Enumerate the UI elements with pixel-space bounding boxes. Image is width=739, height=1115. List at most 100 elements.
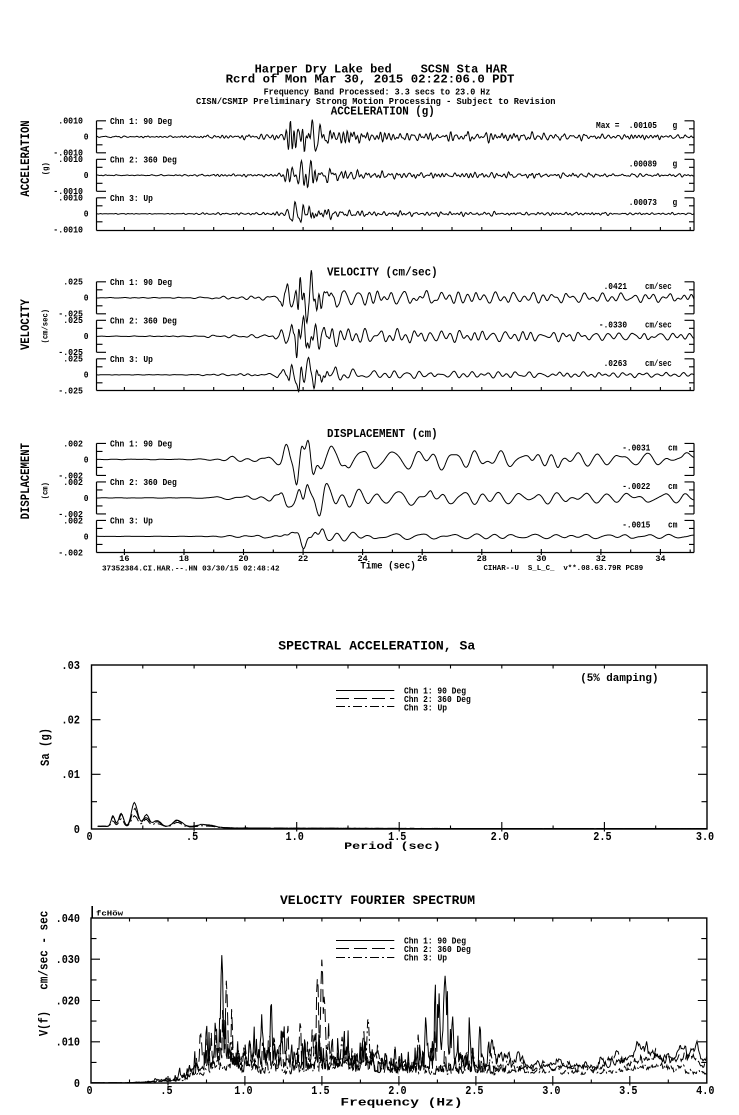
svg-text:.00073: .00073 bbox=[629, 198, 657, 208]
svg-text:.025: .025 bbox=[63, 316, 83, 326]
svg-text:0: 0 bbox=[84, 294, 89, 304]
svg-text:-.0015: -.0015 bbox=[622, 520, 650, 530]
svg-text:-.025: -.025 bbox=[58, 310, 83, 320]
svg-text:-.002: -.002 bbox=[58, 510, 83, 520]
svg-text:.00089: .00089 bbox=[629, 159, 657, 169]
svg-text:.002: .002 bbox=[63, 478, 83, 488]
svg-text:g: g bbox=[673, 159, 678, 169]
svg-text:2.0: 2.0 bbox=[388, 1084, 406, 1098]
svg-text:Chn 3: Up: Chn 3: Up bbox=[110, 516, 153, 526]
svg-text:Chn 2: 360 Deg: Chn 2: 360 Deg bbox=[110, 155, 177, 165]
svg-text:Chn 3: Up: Chn 3: Up bbox=[404, 954, 447, 964]
svg-text:0: 0 bbox=[74, 823, 80, 837]
svg-text:Chn 1: 90 Deg: Chn 1: 90 Deg bbox=[110, 278, 172, 288]
svg-text:16: 16 bbox=[119, 554, 129, 564]
svg-text:ACCELERATION (g): ACCELERATION (g) bbox=[331, 105, 435, 118]
svg-text:VELOCITY FOURIER SPECTRUM: VELOCITY FOURIER SPECTRUM bbox=[280, 894, 475, 908]
svg-text:.0010: .0010 bbox=[58, 155, 83, 165]
svg-text:ACCELERATION: ACCELERATION bbox=[19, 120, 33, 196]
svg-text:22: 22 bbox=[298, 554, 308, 564]
svg-text:24: 24 bbox=[358, 554, 368, 564]
svg-text:Frequency Band Processed: 3.3: Frequency Band Processed: 3.3 secs to 23… bbox=[264, 87, 491, 97]
svg-text:Chn 2: 360 Deg: Chn 2: 360 Deg bbox=[110, 316, 177, 326]
svg-text:2.0: 2.0 bbox=[491, 830, 509, 844]
svg-text:30: 30 bbox=[536, 554, 546, 564]
svg-text:-.0330: -.0330 bbox=[599, 320, 627, 330]
svg-text:0: 0 bbox=[84, 133, 89, 143]
svg-text:-.0010: -.0010 bbox=[53, 149, 83, 159]
svg-text:0: 0 bbox=[84, 371, 89, 381]
svg-text:0: 0 bbox=[84, 455, 89, 465]
svg-text:cm: cm bbox=[668, 443, 677, 453]
svg-text:Chn 3: Up: Chn 3: Up bbox=[404, 704, 447, 714]
svg-text:26: 26 bbox=[417, 554, 427, 564]
svg-text:Rcrd of Mon Mar 30, 2015 02:22: Rcrd of Mon Mar 30, 2015 02:22:06.0 PDT bbox=[226, 73, 515, 87]
svg-text:1.5: 1.5 bbox=[311, 1084, 329, 1098]
svg-text:cm/sec: cm/sec bbox=[645, 359, 672, 369]
svg-text:cm/sec: cm/sec bbox=[645, 320, 672, 330]
svg-text:.040: .040 bbox=[56, 912, 80, 926]
svg-text:cm: cm bbox=[668, 520, 677, 530]
svg-text:0: 0 bbox=[86, 1084, 92, 1098]
svg-text:.01: .01 bbox=[61, 768, 80, 782]
svg-text:0: 0 bbox=[84, 332, 89, 342]
svg-text:.5: .5 bbox=[160, 1084, 172, 1098]
svg-text:.03: .03 bbox=[61, 659, 80, 673]
svg-text:Chn 3: Up: Chn 3: Up bbox=[110, 194, 153, 204]
svg-text:-.0010: -.0010 bbox=[53, 226, 83, 236]
svg-text:.025: .025 bbox=[63, 278, 83, 288]
svg-text:32: 32 bbox=[596, 554, 606, 564]
svg-text:g: g bbox=[673, 198, 678, 208]
svg-text:(5% damping): (5% damping) bbox=[580, 673, 658, 685]
svg-text:4.0: 4.0 bbox=[696, 1084, 714, 1098]
svg-text:DISPLACEMENT: DISPLACEMENT bbox=[19, 443, 33, 520]
svg-text:fcHöw: fcHöw bbox=[96, 911, 124, 919]
svg-text:28: 28 bbox=[477, 554, 487, 564]
svg-text:-.0010: -.0010 bbox=[53, 187, 83, 197]
svg-text:Chn 1: 90 Deg: Chn 1: 90 Deg bbox=[110, 439, 172, 449]
svg-text:2.5: 2.5 bbox=[465, 1084, 483, 1098]
svg-text:(g): (g) bbox=[42, 162, 51, 175]
svg-text:0: 0 bbox=[84, 171, 89, 181]
svg-text:CIHAR--U S_L_C_ v**.08.63.79: CIHAR--U S_L_C_ v**.08.63.79R PC89 bbox=[484, 565, 644, 573]
svg-text:g: g bbox=[673, 121, 678, 131]
svg-text:Chn 2: 360 Deg: Chn 2: 360 Deg bbox=[110, 478, 177, 488]
svg-text:Chn 2: 360 Deg: Chn 2: 360 Deg bbox=[404, 695, 471, 705]
svg-text:.002: .002 bbox=[63, 516, 83, 526]
svg-text:3.0: 3.0 bbox=[696, 830, 714, 844]
svg-text:Period (sec): Period (sec) bbox=[344, 841, 441, 853]
svg-text:Chn 1: 90 Deg: Chn 1: 90 Deg bbox=[404, 687, 466, 697]
svg-text:(cm): (cm) bbox=[42, 482, 51, 499]
svg-text:VELOCITY (cm/sec): VELOCITY (cm/sec) bbox=[327, 267, 438, 280]
svg-text:CISN/CSMIP Preliminary Strong: CISN/CSMIP Preliminary Strong Motion Pro… bbox=[196, 97, 556, 107]
svg-text:0: 0 bbox=[74, 1077, 80, 1091]
svg-text:V(f): V(f) bbox=[38, 1011, 52, 1036]
svg-text:.0010: .0010 bbox=[58, 194, 83, 204]
svg-text:0: 0 bbox=[84, 532, 89, 542]
svg-text:.010: .010 bbox=[56, 1036, 80, 1050]
svg-text:-.025: -.025 bbox=[58, 348, 83, 358]
svg-text:Chn 2: 360 Deg: Chn 2: 360 Deg bbox=[404, 945, 471, 955]
svg-text:2.5: 2.5 bbox=[593, 830, 611, 844]
svg-text:cm/sec: cm/sec bbox=[645, 282, 672, 292]
svg-text:SPECTRAL ACCELERATION, Sa: SPECTRAL ACCELERATION, Sa bbox=[278, 639, 475, 653]
svg-text:Max =: Max = bbox=[596, 121, 620, 131]
svg-text:Chn 1: 90 Deg: Chn 1: 90 Deg bbox=[110, 117, 172, 127]
svg-text:.0263: .0263 bbox=[604, 359, 628, 369]
svg-text:Chn 1: 90 Deg: Chn 1: 90 Deg bbox=[404, 937, 466, 947]
svg-text:Sa (g): Sa (g) bbox=[39, 728, 53, 766]
svg-text:VELOCITY: VELOCITY bbox=[19, 299, 33, 350]
svg-text:.020: .020 bbox=[56, 994, 80, 1008]
svg-text:DISPLACEMENT (cm): DISPLACEMENT (cm) bbox=[327, 428, 438, 441]
svg-text:1.0: 1.0 bbox=[286, 830, 304, 844]
svg-text:Time (sec): Time (sec) bbox=[360, 560, 415, 572]
svg-text:3.5: 3.5 bbox=[619, 1084, 637, 1098]
svg-text:34: 34 bbox=[655, 554, 665, 564]
svg-text:cm: cm bbox=[668, 482, 677, 492]
svg-text:-.002: -.002 bbox=[58, 548, 83, 558]
svg-text:-.025: -.025 bbox=[58, 387, 83, 397]
svg-text:.00105: .00105 bbox=[629, 121, 657, 131]
svg-text:.0010: .0010 bbox=[58, 117, 83, 127]
svg-text:.025: .025 bbox=[63, 355, 83, 365]
svg-text:3.0: 3.0 bbox=[542, 1084, 560, 1098]
